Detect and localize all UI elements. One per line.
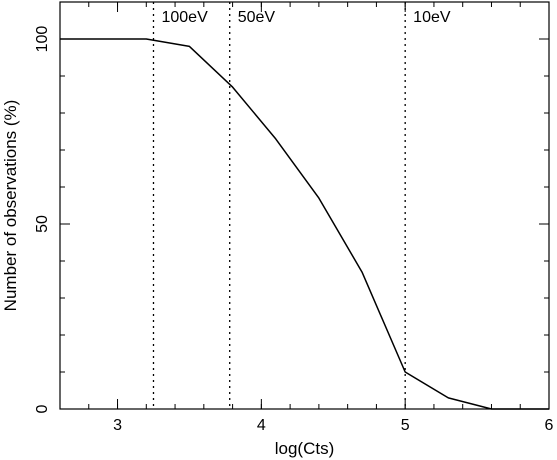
x-axis-label: log(Cts) (275, 439, 335, 458)
annotation-labels: 100eV 50eV 10eV (161, 9, 450, 26)
plot-frame (59, 1, 550, 410)
y-tick-label: 100 (34, 26, 51, 53)
annotation-label: 50eV (238, 9, 276, 26)
annotation-label: 100eV (161, 9, 208, 26)
series-line (60, 38, 549, 410)
x-tick-label: 3 (113, 417, 122, 434)
x-tick-label: 6 (545, 417, 554, 434)
annotation-lines (152, 2, 406, 409)
y-axis-label: Number of observations (%) (1, 100, 20, 312)
y-tick-label: 50 (34, 215, 51, 233)
tick-labels: 3 4 5 6 0 50 100 (34, 26, 554, 434)
annotation-label: 10eV (413, 9, 451, 26)
y-tick-label: 0 (34, 404, 51, 413)
series-group (60, 38, 549, 410)
major-ticks (60, 2, 550, 410)
minor-ticks (59, 1, 550, 410)
x-tick-label: 4 (257, 417, 266, 434)
x-tick-label: 5 (401, 417, 410, 434)
